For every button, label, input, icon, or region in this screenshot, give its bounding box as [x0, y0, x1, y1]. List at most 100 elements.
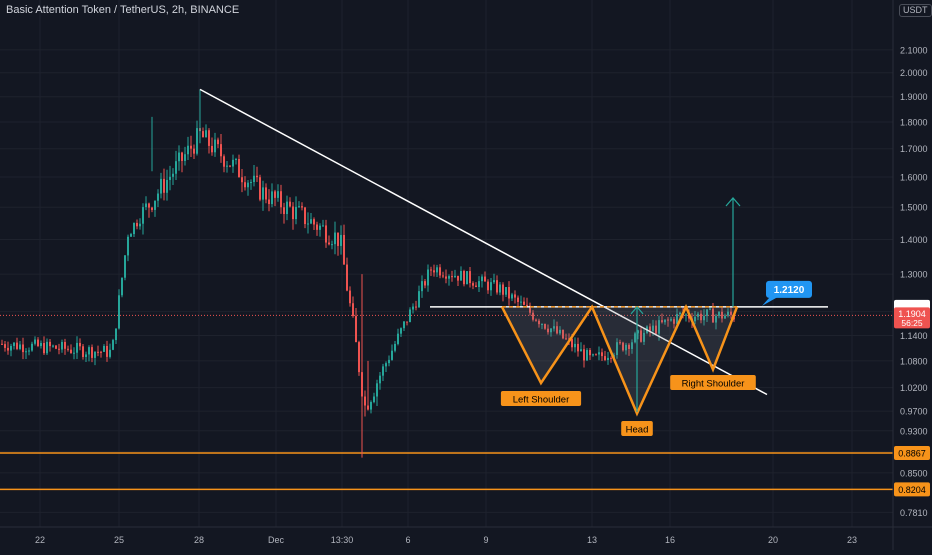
candle-body — [622, 342, 624, 351]
candle-body — [709, 308, 711, 310]
candle-body — [115, 328, 117, 341]
candle-body — [526, 304, 528, 306]
candle-body — [373, 396, 375, 403]
current-price-badge — [894, 307, 930, 329]
candle-body — [652, 325, 654, 331]
price-tick-label: 1.0200 — [900, 383, 928, 393]
candle-body — [439, 267, 441, 276]
candle-body — [493, 280, 495, 283]
candle-body — [349, 290, 351, 304]
candle-body — [313, 219, 315, 225]
candle-body — [172, 173, 174, 177]
candle-body — [451, 276, 453, 278]
time-tick-label: 22 — [35, 535, 45, 545]
candle-body — [601, 352, 603, 357]
candle-body — [223, 156, 225, 167]
price-tick-label: 0.9700 — [900, 407, 928, 417]
candle-body — [127, 236, 129, 256]
candle-body — [205, 130, 207, 138]
candle-body — [358, 342, 360, 373]
candle-body — [523, 301, 525, 305]
candle-body — [226, 165, 228, 167]
candle-body — [166, 179, 168, 193]
candle-body — [61, 341, 63, 350]
candle-body — [232, 159, 234, 167]
candle-body — [322, 225, 324, 227]
candle-body — [151, 207, 153, 210]
pattern-fill — [502, 306, 737, 414]
candle-body — [421, 281, 423, 292]
candle-body — [337, 232, 339, 246]
candle-body — [31, 343, 33, 351]
candle-body — [364, 396, 366, 406]
drawings: Left Shoulder Head Right Shoulder 1.2120 — [199, 88, 828, 436]
candle-body — [655, 325, 657, 334]
candle-body — [148, 203, 150, 208]
neckline-callout-pointer — [762, 296, 778, 306]
candle-body — [187, 145, 189, 155]
time-tick-label: 16 — [665, 535, 675, 545]
candle-body — [706, 309, 708, 316]
candle-body — [472, 283, 474, 286]
candle-body — [10, 345, 12, 351]
candle-body — [466, 271, 468, 285]
candle-body — [4, 344, 6, 348]
candle-body — [604, 356, 606, 361]
candle-body — [328, 242, 330, 245]
candle-body — [583, 349, 585, 361]
candle-body — [37, 339, 39, 347]
support-level-label: 0.8867 — [898, 449, 926, 459]
time-tick-label: 23 — [847, 535, 857, 545]
price-axis: 2.1000 2.0000 1.9000 1.8000 1.7000 1.6000 1.50… — [892, 0, 930, 550]
candle-body — [676, 314, 678, 324]
candle-body — [118, 295, 120, 329]
candle-body — [631, 342, 633, 349]
candle-body — [184, 154, 186, 161]
time-tick-label: 6 — [405, 535, 410, 545]
candle-body — [448, 276, 450, 279]
candle-body — [634, 333, 636, 343]
candle-body — [511, 294, 513, 299]
candle-body — [427, 269, 429, 286]
currency-button[interactable]: USDT — [899, 4, 932, 17]
candle-body — [193, 148, 195, 154]
candle-body — [475, 285, 477, 287]
candle-body — [22, 344, 24, 353]
candle-body — [418, 291, 420, 308]
candle-body — [598, 352, 600, 355]
candle-body — [541, 323, 543, 325]
candle-body — [382, 366, 384, 376]
candle-body — [463, 271, 465, 285]
candle-body — [403, 321, 405, 329]
candle-body — [163, 178, 165, 193]
candle-body — [268, 199, 270, 205]
price-tick-label: 0.9300 — [900, 426, 928, 436]
candle-body — [643, 332, 645, 342]
candle-body — [628, 344, 630, 349]
candle-body — [667, 319, 669, 321]
candle-body — [700, 313, 702, 321]
candle-body — [481, 276, 483, 282]
candle-body — [319, 225, 321, 230]
candle-body — [409, 309, 411, 323]
candle-body — [274, 191, 276, 198]
current-price-countdown: 56:25 — [901, 318, 923, 328]
candle-body — [394, 343, 396, 351]
candle-body — [343, 234, 345, 265]
candle-body — [499, 284, 501, 293]
candle-body — [238, 159, 240, 178]
candle-body — [595, 354, 597, 356]
candle-body — [211, 145, 213, 153]
pattern-label-left-shoulder: Left Shoulder — [513, 395, 570, 406]
candle-body — [502, 284, 504, 295]
symbol-title[interactable]: Basic Attention Token / TetherUS, 2h, BI… — [6, 4, 240, 16]
candle-body — [487, 281, 489, 291]
candle-body — [196, 128, 198, 154]
price-tick-label: 1.9000 — [900, 92, 928, 102]
candle-body — [370, 402, 372, 410]
candle-body — [109, 349, 111, 357]
candle-body — [52, 345, 54, 347]
price-tick-label: 1.0800 — [900, 356, 928, 366]
